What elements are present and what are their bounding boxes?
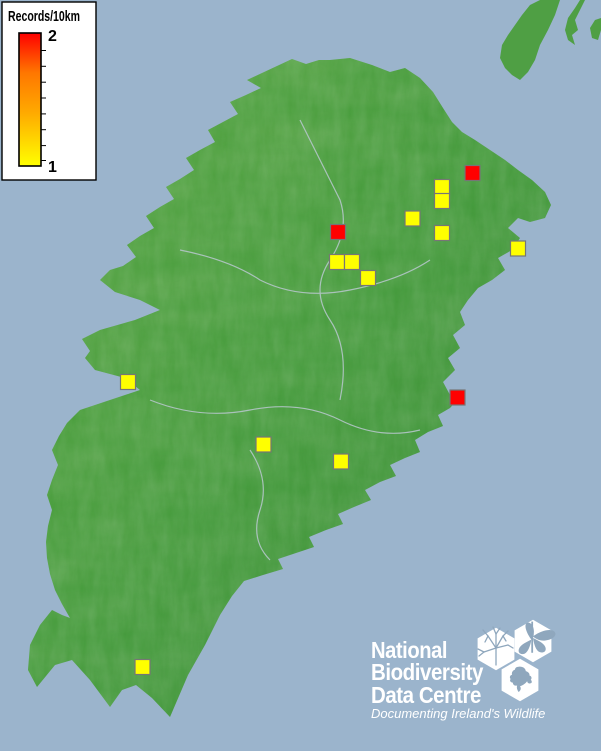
svg-text:Documenting Ireland's Wildlife: Documenting Ireland's Wildlife xyxy=(371,706,545,721)
svg-text:2: 2 xyxy=(48,28,57,45)
svg-text:Records/10km: Records/10km xyxy=(8,8,80,25)
svg-text:1: 1 xyxy=(48,159,57,176)
svg-text:Data Centre: Data Centre xyxy=(371,682,481,708)
